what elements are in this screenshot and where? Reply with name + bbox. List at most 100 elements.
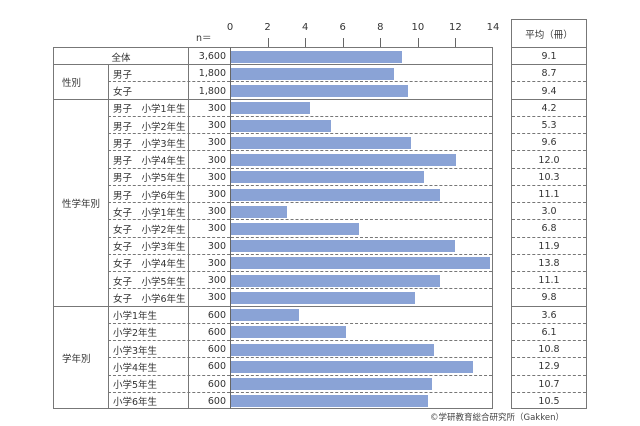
row-separator xyxy=(231,271,492,273)
row-separator xyxy=(231,133,492,135)
x-tick-mark xyxy=(267,38,269,47)
row-n: 600 xyxy=(207,361,226,373)
row-separator xyxy=(108,133,230,135)
row-separator xyxy=(231,184,492,186)
row-n: 600 xyxy=(207,344,226,356)
category-table: 全体 3,600 男子 1,800 女子 1,800 男子 小学1年生 300 男子 小学2年生… xyxy=(53,47,230,409)
row-label: 小学4年生 xyxy=(113,362,158,374)
average-value: 11.9 xyxy=(538,240,560,252)
row-separator xyxy=(512,64,586,66)
row-separator xyxy=(231,167,492,169)
average-value: 6.8 xyxy=(541,223,557,235)
x-tick-label: 8 xyxy=(377,22,384,33)
row-separator xyxy=(512,133,586,135)
row-n: 300 xyxy=(207,102,226,114)
row-separator xyxy=(54,305,230,307)
x-tick-label: 6 xyxy=(339,22,346,33)
bar xyxy=(231,326,346,339)
row-n: 300 xyxy=(207,206,226,218)
group-label: 学年別 xyxy=(62,354,91,366)
bar xyxy=(231,136,412,149)
bar xyxy=(231,119,331,132)
row-separator xyxy=(512,391,586,393)
row-n: 600 xyxy=(207,395,226,407)
row-label: 小学2年生 xyxy=(113,328,158,340)
row-separator xyxy=(512,98,586,100)
row-separator xyxy=(108,253,230,255)
row-separator xyxy=(512,271,586,273)
average-value: 6.1 xyxy=(541,326,557,338)
row-separator xyxy=(231,202,492,204)
average-value: 9.8 xyxy=(541,292,557,304)
average-value: 12.9 xyxy=(538,361,560,373)
row-separator xyxy=(108,219,230,221)
row-separator xyxy=(108,322,230,324)
x-tick-mark xyxy=(305,38,307,47)
row-separator xyxy=(108,357,230,359)
x-tick-label: 10 xyxy=(411,22,425,33)
row-separator xyxy=(512,322,586,324)
x-tick-label: 0 xyxy=(226,22,234,33)
row-separator xyxy=(512,167,586,169)
row-separator xyxy=(231,340,492,342)
average-value: 4.2 xyxy=(541,102,557,114)
row-separator xyxy=(231,288,492,290)
row-separator xyxy=(512,357,586,359)
group-label: 性学年別 xyxy=(62,199,101,211)
bar xyxy=(231,395,429,408)
row-n: 300 xyxy=(207,240,226,252)
row-n: 300 xyxy=(207,154,226,166)
bar-area xyxy=(230,47,493,409)
x-tick-label: 14 xyxy=(486,22,500,33)
group-label: 性別 xyxy=(62,78,82,90)
row-label: 小学5年生 xyxy=(113,380,158,392)
row-separator xyxy=(512,219,586,221)
row-n: 300 xyxy=(207,292,226,304)
row-label: 小学1年生 xyxy=(113,311,158,323)
row-separator xyxy=(108,81,230,83)
bar xyxy=(231,50,402,63)
row-separator xyxy=(231,305,492,307)
credit: ©学研教育総合研究所（Gakken） xyxy=(430,413,564,423)
bar xyxy=(231,291,416,304)
average-value: 10.7 xyxy=(538,378,560,390)
bar xyxy=(231,274,440,287)
row-label: 男子 小学6年生 xyxy=(113,190,186,202)
x-tick-mark xyxy=(380,38,382,47)
row-n: 300 xyxy=(207,171,226,183)
x-tick-mark xyxy=(417,38,419,47)
average-value: 13.8 xyxy=(538,257,560,269)
bar xyxy=(231,240,455,253)
n-header: n＝ xyxy=(196,33,212,44)
row-label: 男子 xyxy=(113,69,133,81)
x-tick-label: 12 xyxy=(449,22,462,33)
bar xyxy=(231,205,288,218)
row-label: 男子 小学2年生 xyxy=(113,121,186,133)
row-label: 女子 小学5年生 xyxy=(113,276,186,288)
bar xyxy=(231,343,434,356)
bar xyxy=(231,378,432,391)
average-value: 9.6 xyxy=(541,137,557,149)
row-separator xyxy=(512,236,586,238)
row-n: 3,600 xyxy=(198,51,226,63)
bar xyxy=(231,154,457,167)
row-separator xyxy=(108,236,230,238)
bar xyxy=(231,223,359,235)
row-separator xyxy=(512,305,586,307)
row-label: 小学6年生 xyxy=(113,397,158,409)
row-separator xyxy=(231,357,492,359)
row-separator xyxy=(231,115,492,117)
row-separator xyxy=(231,81,492,83)
row-label: 全体 xyxy=(111,52,131,64)
row-separator xyxy=(512,202,586,204)
row-separator xyxy=(231,374,492,376)
row-n: 1,800 xyxy=(198,85,226,97)
row-separator xyxy=(108,184,230,186)
row-separator xyxy=(108,115,230,117)
average-value: 3.0 xyxy=(541,206,557,218)
average-value: 9.4 xyxy=(541,85,557,97)
x-tick-mark xyxy=(455,38,457,47)
average-column: 平均（冊） 9.1 8.7 9.4 4.2 5.3 9.6 12.0 10.3 11.1 3.0 6… xyxy=(511,19,587,409)
row-separator xyxy=(512,81,586,83)
bar xyxy=(231,257,491,270)
